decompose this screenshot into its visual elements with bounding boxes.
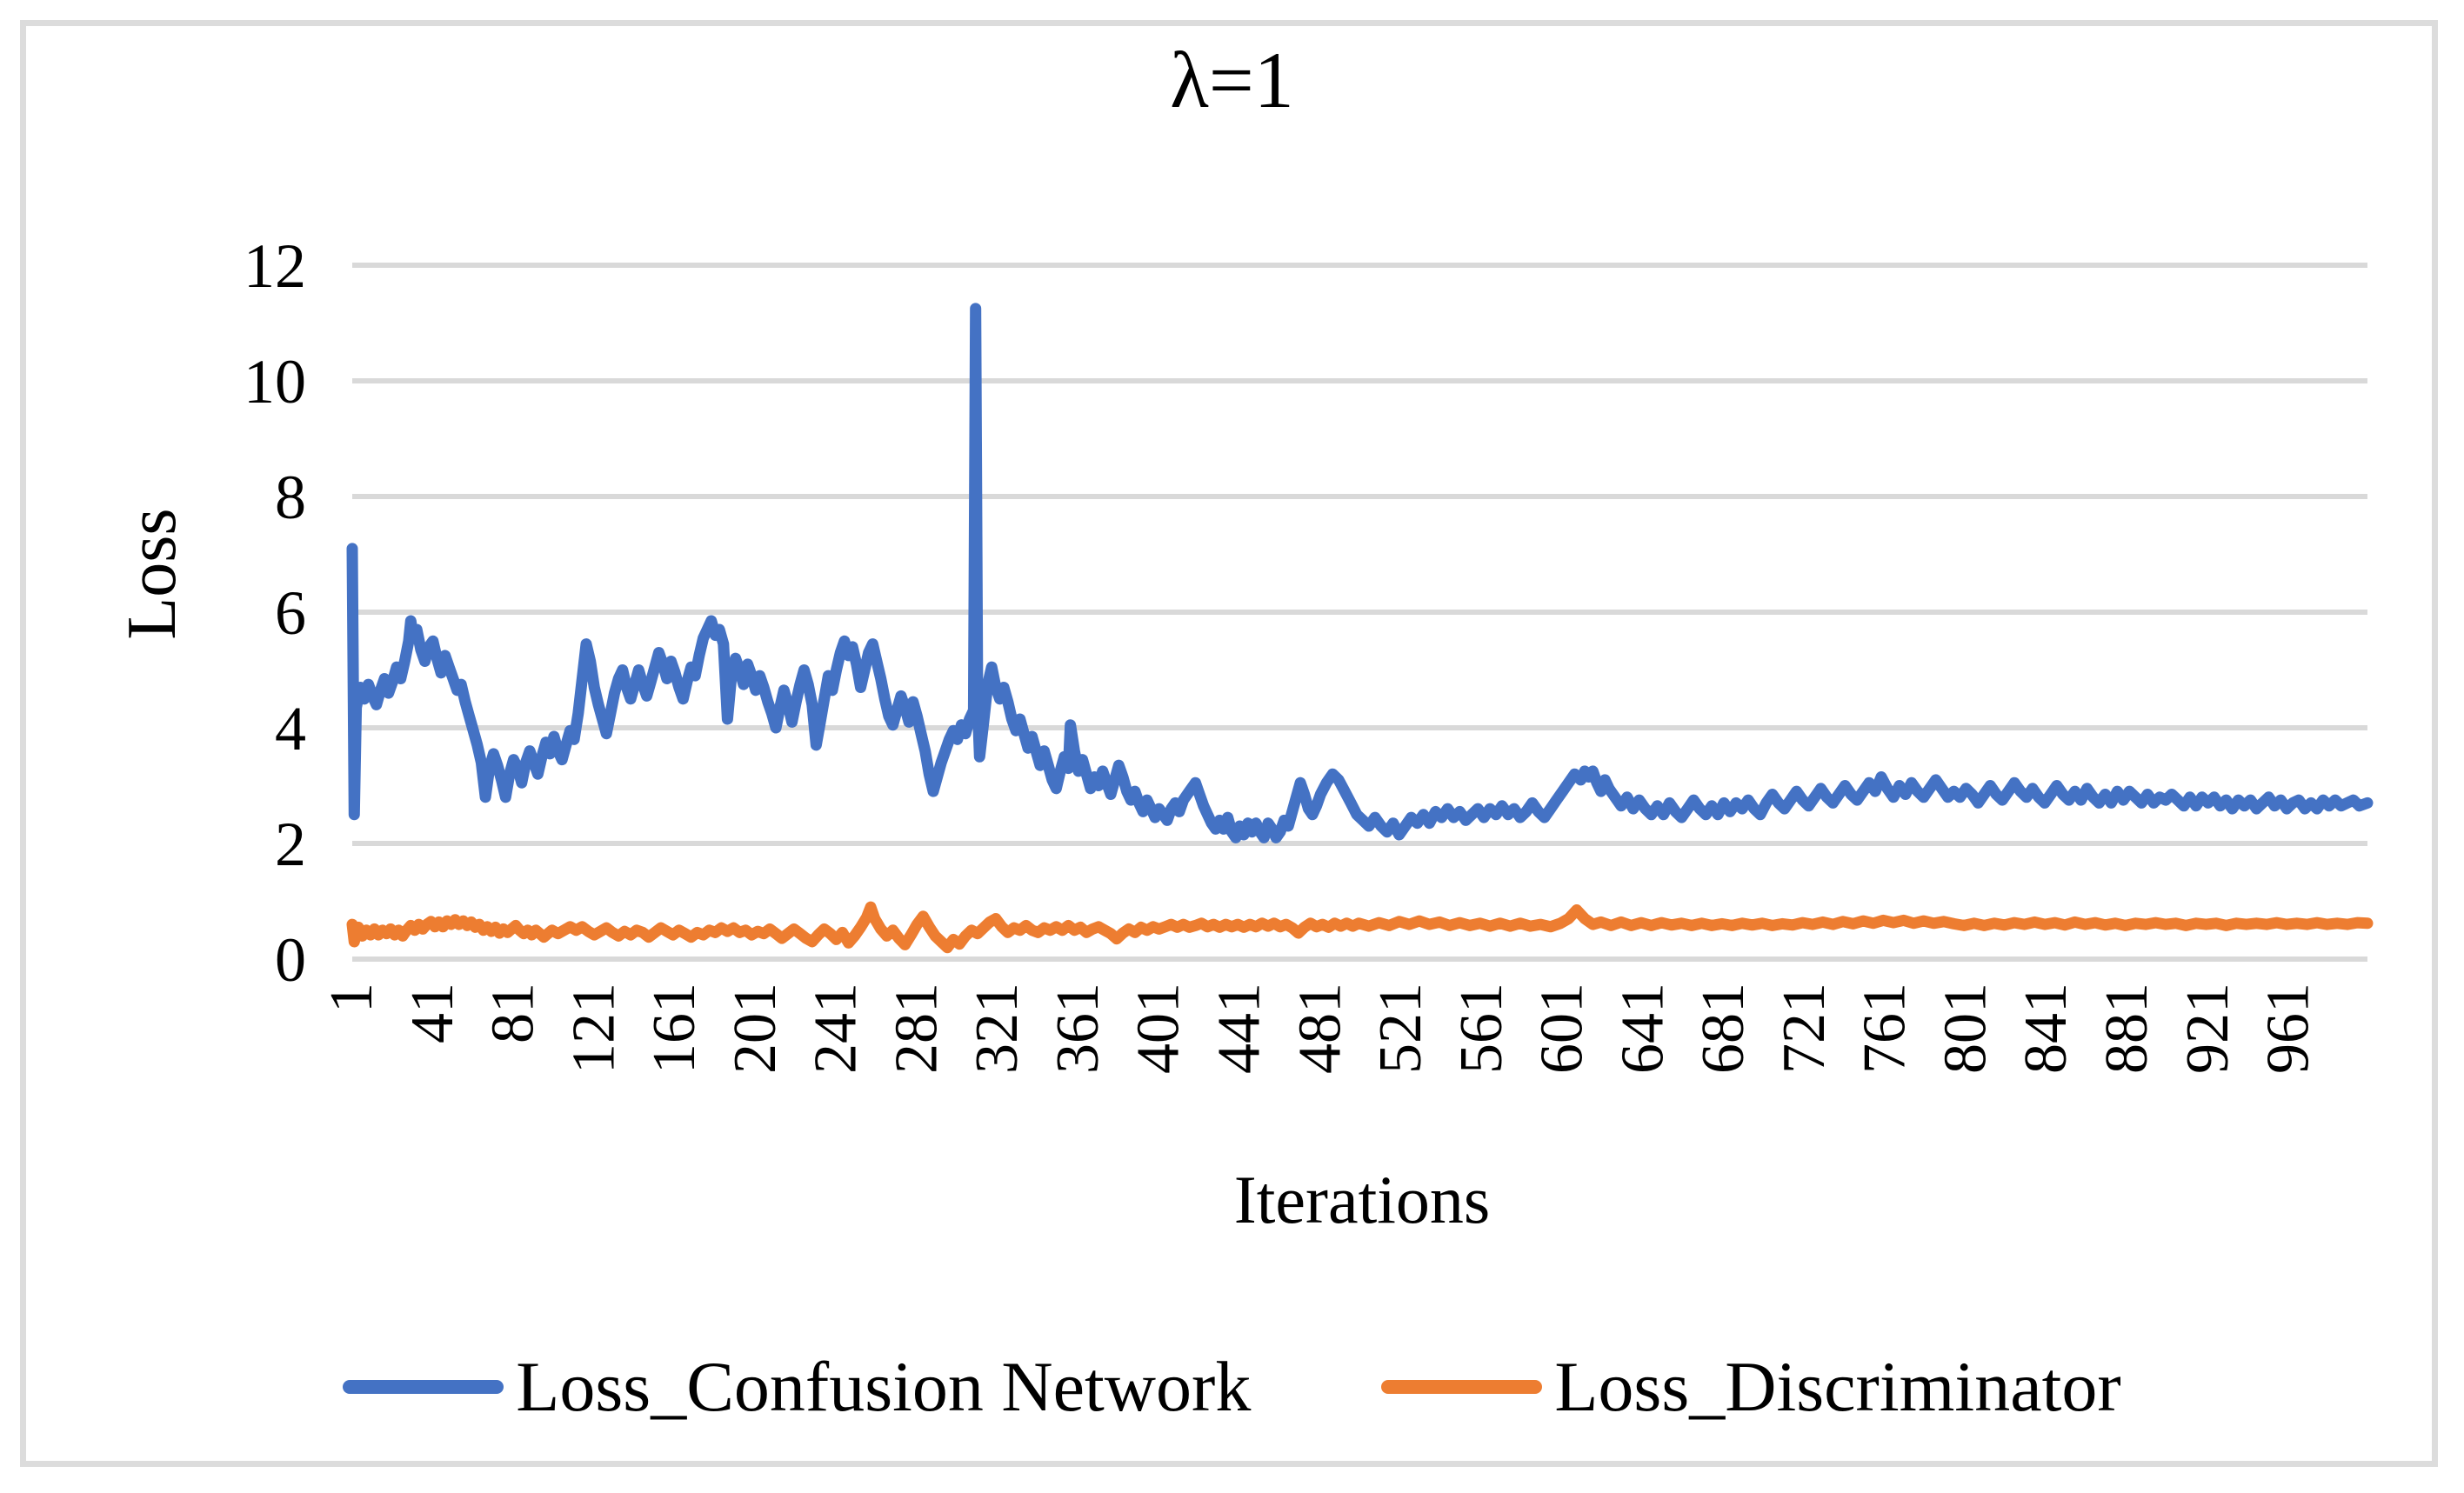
x-tick-label: 521 [1367,983,1434,1074]
legend-swatch-line-icon [1381,1380,1543,1394]
x-tick-label: 961 [2255,983,2322,1074]
x-tick-label: 1 [318,983,385,1013]
legend-item-loss-confusion-network: Loss_Confusion Network [343,1339,1251,1435]
x-tick-label: 281 [883,983,950,1074]
chart-title: λ=1 [1170,36,1294,124]
series-line-loss-confusion-network [346,303,2374,843]
legend: Loss_Confusion Network Loss_Discriminato… [20,1339,2444,1435]
x-tick-label: 321 [964,983,1031,1074]
legend-label: Loss_Confusion Network [516,1347,1252,1426]
y-tick-label: 0 [275,925,306,995]
x-tick-label: 921 [2174,983,2241,1074]
y-tick-label: 2 [275,810,306,879]
x-tick-label: 81 [480,983,547,1043]
x-tick-label: 481 [1286,983,1353,1074]
y-tick-label: 12 [244,231,306,301]
x-tick-label: 241 [803,983,870,1074]
y-tick-label: 10 [244,347,306,417]
x-tick-label: 721 [1771,983,1838,1074]
legend-label: Loss_Discriminator [1554,1347,2121,1426]
y-tick-label: 4 [275,694,306,763]
x-tick-label: 201 [722,983,789,1074]
x-tick-label: 881 [2093,983,2160,1074]
x-tick-label: 801 [1932,983,1999,1074]
x-tick-label: 401 [1125,983,1192,1074]
x-tick-label: 361 [1045,983,1112,1074]
chart-frame-border [20,20,2438,1467]
x-tick-label: 601 [1529,983,1596,1074]
x-tick-label: 121 [560,983,627,1074]
x-tick-label: 441 [1206,983,1273,1074]
x-tick-label: 161 [641,983,708,1074]
x-tick-label: 41 [399,983,466,1043]
x-tick-label: 681 [1690,983,1757,1074]
series-line-loss-discriminator [346,901,2374,954]
x-tick-label: 561 [1448,983,1515,1074]
x-axis-title: Iterations [1233,1162,1491,1237]
legend-item-loss-discriminator: Loss_Discriminator [1381,1339,2121,1435]
y-tick-label: 8 [275,463,306,532]
y-tick-label: 6 [275,578,306,648]
x-tick-label: 641 [1609,983,1676,1074]
legend-swatch-line-icon [343,1380,504,1394]
x-tick-label: 761 [1852,983,1919,1074]
x-tick-label: 841 [2013,983,2080,1074]
